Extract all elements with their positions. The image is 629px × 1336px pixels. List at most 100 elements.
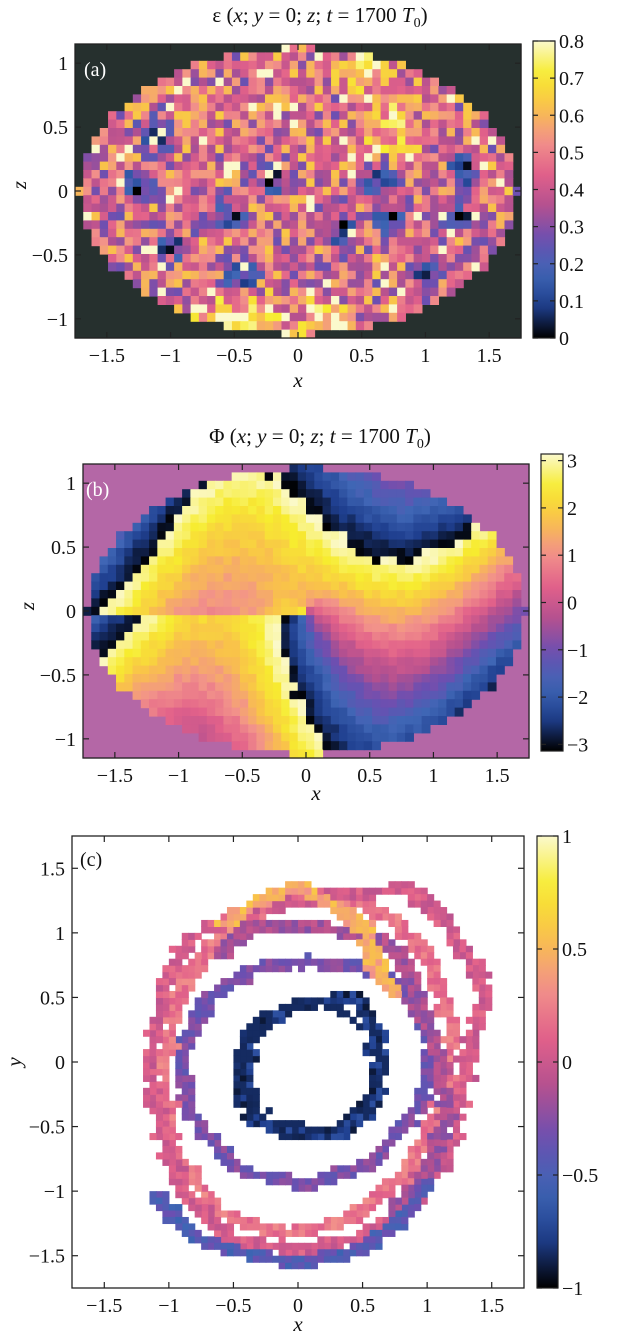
panel-c-cell	[188, 1197, 196, 1205]
panel-b-cell	[355, 606, 365, 616]
panel-a-cell	[446, 212, 456, 221]
panel-a-cell	[314, 312, 324, 322]
panel-a-cell	[446, 94, 456, 104]
panel-b-cell	[289, 598, 299, 608]
panel-a-cell	[91, 237, 101, 247]
panel-a-cell	[223, 144, 233, 154]
panel-b-cell	[380, 665, 390, 675]
panel-a-cell	[124, 203, 134, 213]
panel-b-cell	[239, 699, 249, 709]
panel-b-cell	[322, 724, 332, 734]
panel-b-cell	[231, 732, 241, 742]
panel-c-cell	[259, 1249, 267, 1257]
panel-b-cell	[215, 640, 225, 650]
panel-b-cell	[272, 690, 282, 700]
panel-c-cell	[155, 1062, 163, 1070]
panel-a-cell	[116, 262, 126, 272]
panel-b-cell	[471, 623, 481, 633]
panel-b-cell	[256, 648, 266, 658]
panel-b-cell	[322, 548, 332, 557]
panel-c-cell	[433, 1113, 441, 1121]
panel-b-cell	[314, 716, 324, 725]
panel-c-cell	[427, 1152, 435, 1160]
panel-b-cell	[330, 732, 340, 742]
panel-c-cell	[349, 1171, 357, 1179]
panel-b-cell	[314, 489, 324, 499]
panel-a-cell	[124, 153, 134, 163]
panel-a-cell	[388, 237, 398, 247]
panel-a-cell	[413, 170, 423, 179]
panel-a-cell	[314, 77, 324, 87]
panel-b-cell	[272, 564, 282, 574]
panel-a-cell	[198, 153, 208, 163]
panel-a-cell	[264, 69, 274, 79]
panel-b-cell	[495, 573, 505, 583]
panel-b-cell	[421, 682, 431, 692]
panel-b-cell	[297, 573, 307, 583]
panel-b-cell	[322, 632, 332, 641]
panel-c-cell	[446, 1062, 454, 1070]
panel-b-cell	[339, 640, 348, 650]
panel-a-cell	[298, 102, 307, 112]
panel-c-cell	[194, 971, 202, 979]
panel-b-cell	[157, 539, 167, 549]
panel-b-cell	[107, 632, 117, 641]
panel-a-cell	[347, 237, 357, 247]
panel-a-cell	[223, 128, 233, 137]
panel-a-cell	[355, 237, 365, 247]
panel-c-cell	[349, 900, 357, 908]
panel-b-cell	[206, 531, 216, 541]
panel-b-cell	[281, 573, 291, 583]
panel-a-cell	[298, 296, 307, 305]
panel-c-cell	[239, 965, 247, 973]
panel-b-cell	[149, 581, 158, 591]
panel-a-cell	[339, 237, 349, 247]
panel-c-cell	[298, 894, 306, 902]
panel-a-cell	[347, 220, 357, 230]
panel-a-cell	[141, 220, 150, 230]
panel-a-cell	[405, 128, 415, 137]
panel-b-cell	[264, 539, 274, 549]
panel-b-cell	[140, 581, 150, 591]
panel-c-cell	[336, 997, 344, 1005]
panel-c-cell	[433, 1158, 441, 1166]
panel-c-cell	[362, 1249, 370, 1257]
panel-a-cell	[298, 69, 307, 79]
panel-c-cell	[356, 1100, 364, 1108]
panel-a-cell	[463, 228, 473, 238]
panel-c-cell	[381, 1184, 389, 1192]
panel-c-cell	[233, 939, 241, 947]
panel-a-cell	[388, 136, 398, 146]
panel-c-cell	[375, 1158, 383, 1166]
panel-a-cell	[141, 228, 150, 238]
panel-a-cell	[347, 119, 357, 129]
panel-a-cell	[380, 128, 390, 137]
panel-c-cell	[298, 958, 306, 966]
panel-a-cell	[364, 304, 373, 314]
panel-a-cell	[215, 102, 225, 112]
panel-a-cell	[273, 52, 283, 62]
panel-c-cell	[336, 926, 344, 934]
panel-b-cell	[306, 716, 315, 725]
panel-a-cell	[314, 228, 324, 238]
panel-c-cell	[175, 952, 183, 960]
panel-b-cell	[306, 472, 315, 482]
panel-c-cell	[381, 932, 389, 940]
panel-c-cell	[291, 1223, 299, 1231]
panel-b-cell	[256, 548, 266, 557]
panel-a-cell	[413, 270, 423, 280]
panel-b-cell	[239, 615, 249, 625]
panel-b-cell	[487, 632, 497, 641]
panel-c-cell	[194, 1003, 202, 1011]
panel-c-cell	[175, 1081, 183, 1089]
panel-a-cell	[116, 136, 126, 146]
panel-c-cell	[233, 978, 241, 986]
panel-c-cell	[452, 1133, 461, 1141]
panel-a-cell	[438, 195, 448, 205]
panel-a-cell	[231, 170, 241, 179]
panel-a-cell	[91, 144, 101, 154]
panel-b-cell	[182, 514, 191, 524]
panel-b-cell	[297, 749, 307, 759]
panel-a-cell	[91, 161, 101, 171]
panel-b-cell	[454, 606, 464, 616]
